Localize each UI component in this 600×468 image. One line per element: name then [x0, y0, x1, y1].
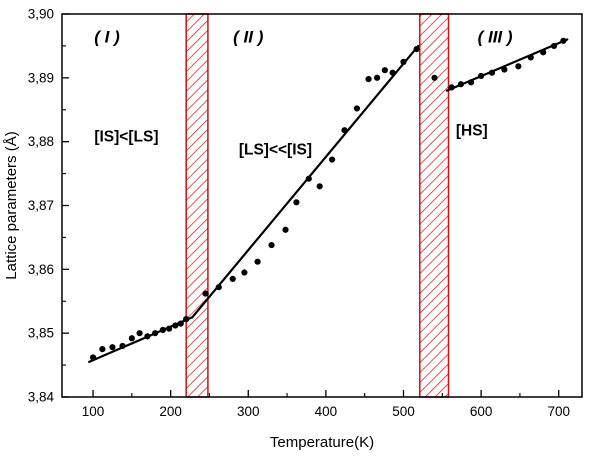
- data-point: [166, 325, 173, 332]
- data-point: [488, 69, 496, 76]
- x-tick-label: 500: [392, 404, 415, 419]
- data-point: [152, 330, 159, 337]
- data-point: [478, 72, 485, 80]
- data-point: [550, 42, 558, 50]
- data-point: [413, 46, 420, 53]
- data-point: [457, 81, 465, 88]
- state-label: [HS]: [456, 122, 488, 139]
- fit-line: [445, 38, 569, 92]
- data-point: [374, 74, 381, 81]
- data-point: [501, 66, 508, 73]
- y-tick-label: 3,89: [28, 70, 54, 85]
- data-point: [389, 69, 396, 76]
- data-point: [515, 63, 522, 70]
- data-point: [268, 241, 275, 249]
- data-point: [467, 79, 475, 86]
- data-point: [172, 322, 179, 329]
- data-point: [128, 335, 135, 342]
- data-point: [241, 269, 248, 276]
- x-axis-title: Temperature(K): [270, 434, 374, 451]
- data-point: [400, 58, 407, 65]
- data-point: [316, 183, 323, 190]
- data-point: [89, 354, 97, 361]
- state-label: [LS]<<[IS]: [239, 141, 312, 158]
- data-point: [136, 330, 143, 337]
- data-point: [229, 275, 236, 283]
- x-tick-label: 400: [315, 404, 338, 419]
- state-label: [IS]<[LS]: [94, 129, 158, 146]
- data-point: [341, 127, 348, 134]
- transition-band: [185, 13, 209, 398]
- x-tick-label: 200: [159, 404, 182, 419]
- y-tick-label: 3,88: [28, 134, 54, 149]
- data-point: [99, 346, 106, 353]
- data-point: [159, 326, 166, 334]
- data-point: [293, 199, 300, 206]
- region-label: ( I ): [94, 28, 120, 47]
- data-point: [431, 74, 438, 81]
- data-point: [109, 344, 116, 351]
- y-tick-label: 3,84: [28, 390, 55, 405]
- y-tick-label: 3,85: [28, 326, 54, 341]
- y-tick-label: 3,86: [28, 262, 54, 277]
- x-tick-label: 300: [237, 404, 260, 419]
- data-point: [177, 320, 184, 327]
- data-point: [183, 316, 190, 323]
- x-tick-label: 600: [470, 404, 493, 419]
- data-point: [282, 226, 289, 233]
- y-tick-label: 3,87: [28, 198, 54, 213]
- data-point: [540, 49, 547, 56]
- data-point: [202, 290, 209, 297]
- x-tick-label: 100: [82, 404, 105, 419]
- data-point: [119, 342, 126, 350]
- y-tick-label: 3,90: [28, 7, 54, 22]
- region-label: ( II ): [233, 28, 264, 47]
- data-point: [527, 54, 534, 61]
- x-tick-label: 700: [547, 404, 570, 419]
- data-point: [353, 105, 361, 112]
- data-point: [144, 333, 151, 340]
- data-point: [215, 284, 222, 291]
- data-point: [328, 156, 336, 163]
- transition-band: [419, 13, 450, 398]
- data-point: [381, 67, 388, 74]
- data-point: [254, 258, 261, 265]
- data-point: [365, 76, 372, 83]
- data-point: [305, 175, 312, 182]
- region-label: ( III ): [478, 28, 513, 47]
- y-axis-title: Lattice parameters (Å): [3, 131, 20, 279]
- data-point: [560, 37, 567, 44]
- fit-line: [191, 44, 420, 319]
- data-point: [448, 84, 455, 91]
